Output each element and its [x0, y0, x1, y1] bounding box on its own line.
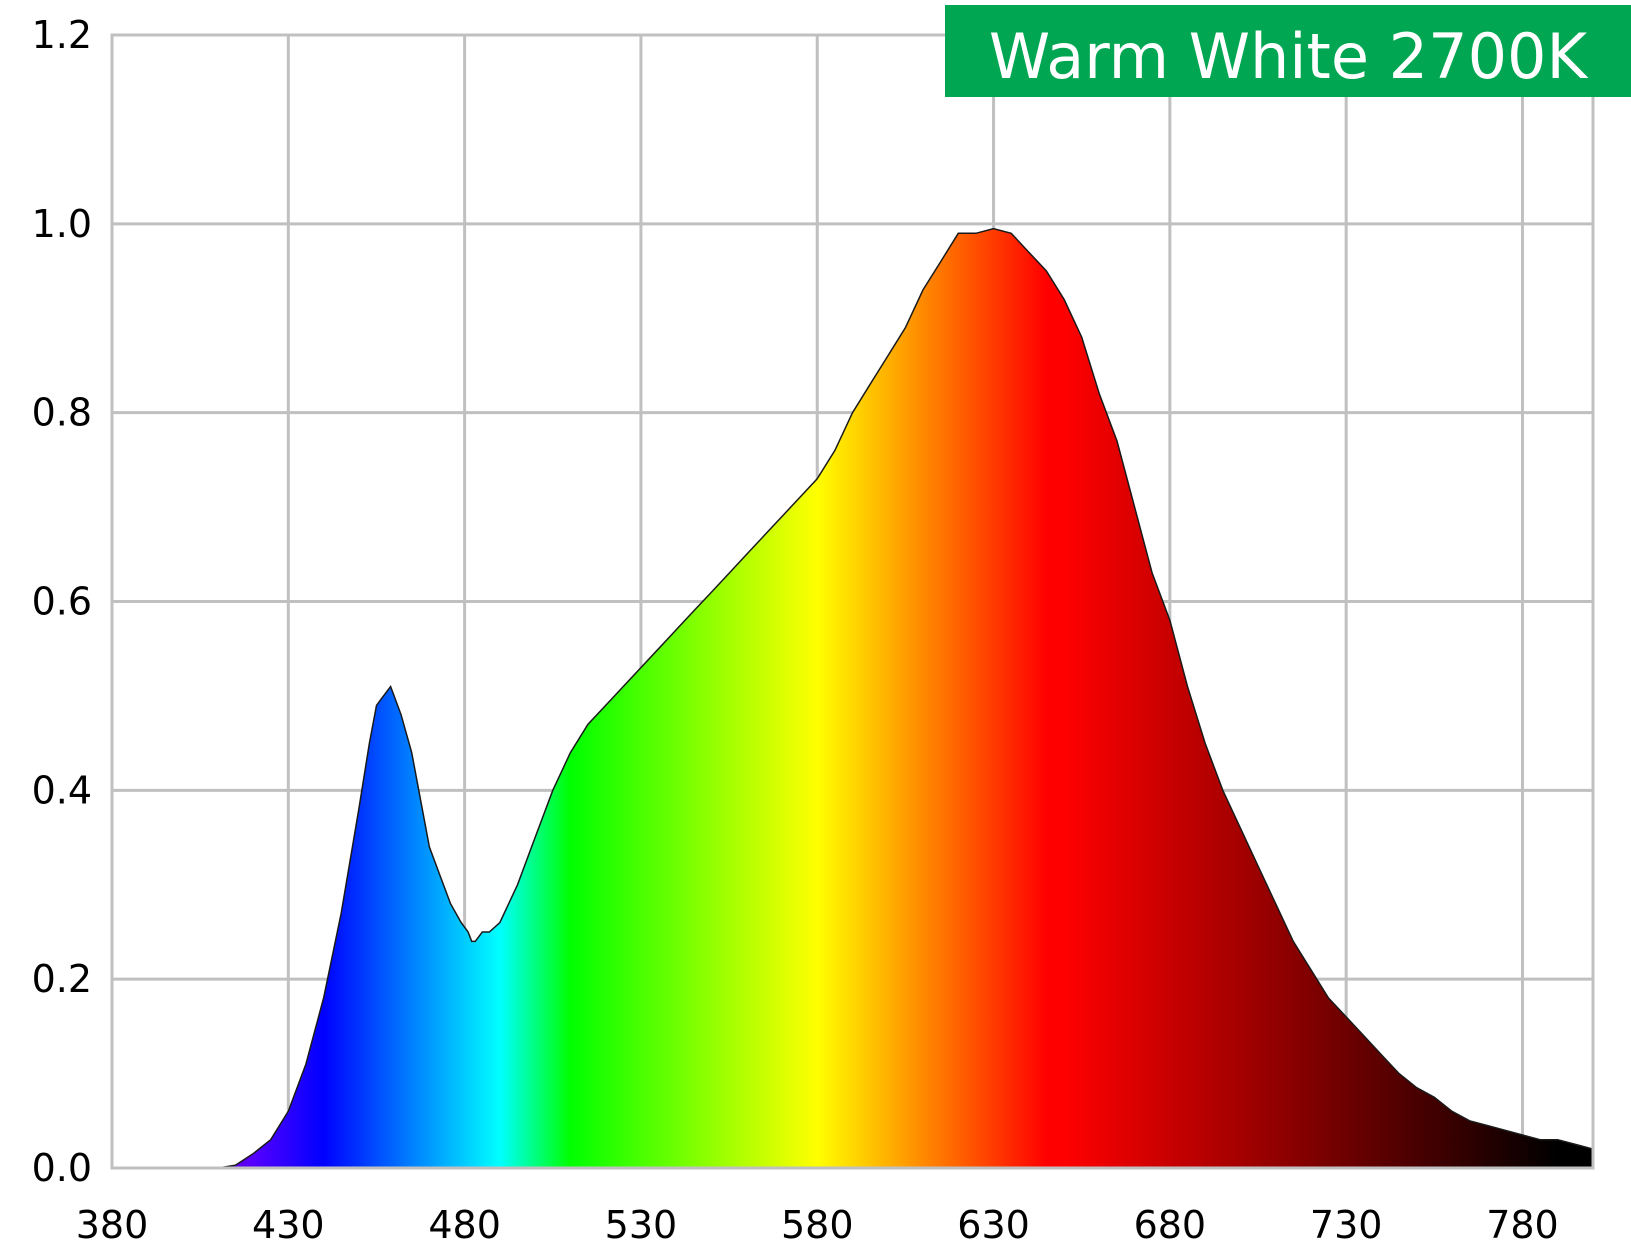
x-tick-label: 430: [252, 1203, 325, 1247]
x-tick-label: 480: [428, 1203, 501, 1247]
y-axis-tick-labels: 0.0 0.2 0.4 0.6 0.8 1.0 1.2: [32, 13, 92, 1190]
y-tick-label: 0.4: [32, 768, 92, 812]
title-badge: Warm White 2700K: [945, 5, 1631, 97]
plot-frame: [110, 33, 1595, 1170]
title-badge-text: Warm White 2700K: [989, 20, 1589, 93]
title-badge-background: [945, 5, 1631, 97]
spectrum-area: [112, 227, 1594, 1169]
x-tick-label: 780: [1486, 1203, 1559, 1247]
y-tick-label: 0.6: [32, 580, 92, 624]
x-tick-label: 730: [1310, 1203, 1383, 1247]
x-tick-label: 680: [1134, 1203, 1207, 1247]
y-tick-label: 0.8: [32, 391, 92, 435]
y-tick-label: 1.2: [32, 13, 92, 57]
x-tick-label: 630: [957, 1203, 1030, 1247]
y-tick-label: 0.0: [32, 1146, 92, 1190]
y-tick-label: 0.2: [32, 957, 92, 1001]
x-tick-label: 530: [605, 1203, 678, 1247]
x-axis-tick-labels: 380 430 480 530 580 630 680 730 780: [76, 1203, 1559, 1247]
y-tick-label: 1.0: [32, 202, 92, 246]
x-tick-label: 380: [76, 1203, 149, 1247]
x-tick-label: 580: [781, 1203, 854, 1247]
spectrum-area-layer: [112, 227, 1594, 1169]
